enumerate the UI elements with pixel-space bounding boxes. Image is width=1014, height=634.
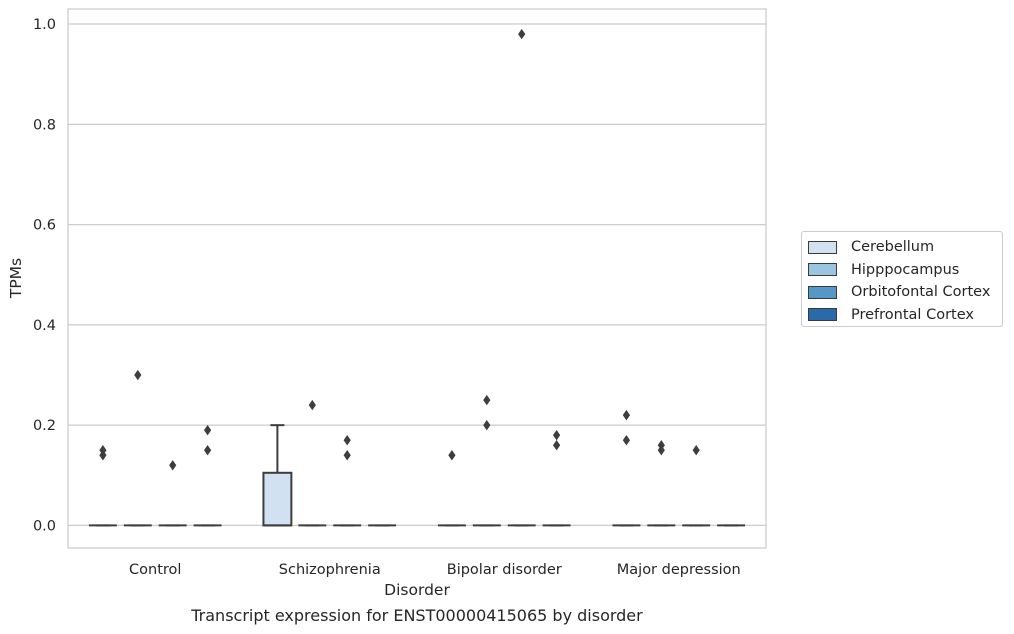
- outlier-point: [518, 28, 526, 40]
- outlier-point: [622, 409, 630, 421]
- box-orbitofontal-cortex: [682, 445, 711, 527]
- box-plot-marks: [88, 28, 746, 527]
- box-cerebellum: [88, 445, 117, 527]
- plot-area-frame: [67, 8, 767, 549]
- box-hipppocampus: [472, 394, 501, 527]
- legend-label: Hipppocampus: [851, 261, 960, 278]
- chart-caption: Transcript expression for ENST0000041506…: [191, 606, 643, 625]
- box-cerebellum: [437, 450, 466, 527]
- legend-entry: Orbitofontal Cortex: [808, 281, 1002, 304]
- legend-entry: Cerebellum: [808, 236, 1002, 259]
- legend-swatch: [808, 240, 837, 254]
- box-orbitofontal-cortex: [158, 460, 187, 527]
- box-hipppocampus: [123, 369, 152, 527]
- box-cerebellum: [612, 409, 641, 527]
- x-tick-label: Control: [129, 562, 181, 578]
- legend-entry: Hipppocampus: [808, 259, 1002, 282]
- box-prefrontal-cortex: [193, 424, 222, 527]
- outlier-point: [692, 445, 700, 456]
- outlier-point: [622, 435, 630, 446]
- y-axis-label: TPMs: [7, 258, 25, 299]
- x-axis-label: Disorder: [384, 581, 450, 599]
- y-tick-label: 0.4: [33, 318, 56, 334]
- legend-label: Cerebellum: [851, 239, 935, 256]
- outlier-point: [553, 429, 561, 441]
- box-orbitofontal-cortex: [333, 435, 362, 527]
- legend-swatch: [808, 263, 837, 277]
- legend: Cerebellum Hipppocampus Orbitofontal Corte…: [801, 231, 1003, 327]
- outlier-point: [204, 424, 212, 436]
- legend-entry: Prefrontal Cortex: [808, 304, 1002, 327]
- outlier-point: [448, 450, 456, 461]
- outlier-point: [343, 450, 351, 461]
- legend-swatch: [808, 285, 837, 299]
- y-tick-label: 1.0: [33, 17, 56, 33]
- outlier-point: [134, 369, 142, 381]
- legend-label: Orbitofontal Cortex: [851, 284, 991, 301]
- outlier-point: [343, 435, 351, 446]
- outlier-point: [169, 460, 177, 471]
- outlier-point: [308, 399, 316, 411]
- box-hipppocampus: [298, 399, 327, 527]
- outlier-point: [657, 445, 665, 456]
- y-tick-label: 0.8: [33, 117, 56, 133]
- box-prefrontal-cortex: [542, 429, 571, 527]
- box-orbitofontal-cortex: [507, 28, 536, 527]
- box-iqr: [262, 471, 293, 527]
- outlier-point: [483, 394, 491, 406]
- outlier-point: [553, 440, 561, 451]
- outlier-point: [99, 450, 107, 461]
- x-tick-label: Major depression: [617, 562, 741, 578]
- y-tick-label: 0.2: [33, 418, 56, 434]
- y-tick-label: 0.0: [33, 518, 56, 534]
- box-hipppocampus: [647, 440, 676, 527]
- box-cerebellum: [262, 424, 293, 527]
- y-tick-label: 0.6: [33, 218, 56, 234]
- x-tick-labels: Control Schizophrenia Bipolar disorder Majo…: [129, 562, 741, 578]
- y-tick-labels: 0.0 0.2 0.4 0.6 0.8 1.0: [33, 17, 56, 534]
- outlier-point: [204, 445, 212, 456]
- x-tick-label: Bipolar disorder: [447, 562, 562, 578]
- outlier-point: [483, 419, 491, 431]
- legend-swatch: [808, 308, 837, 322]
- legend-label: Prefrontal Cortex: [851, 306, 974, 323]
- x-tick-label: Schizophrenia: [279, 562, 381, 578]
